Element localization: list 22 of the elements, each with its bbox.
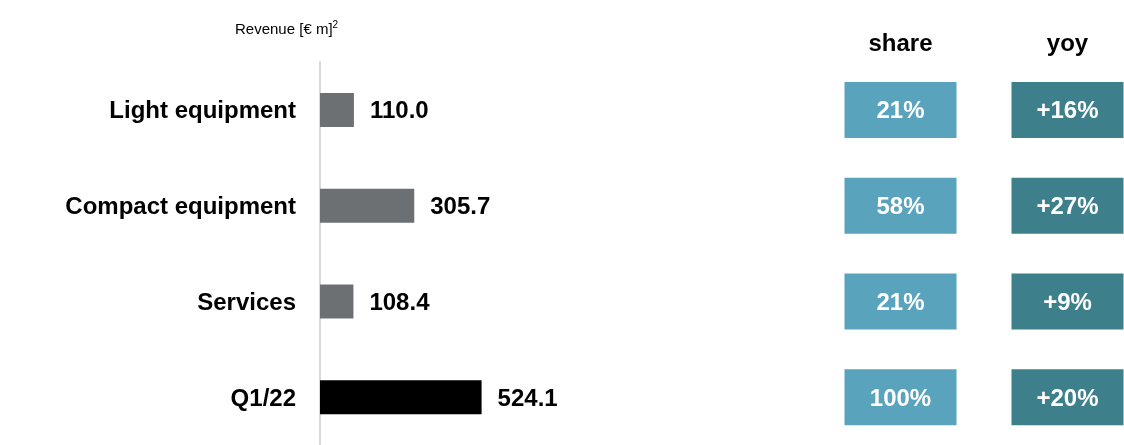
data-label: +9% <box>1043 287 1092 315</box>
x-tick-label: share <box>868 28 933 56</box>
bar <box>320 284 354 319</box>
data-label: +27% <box>1036 192 1099 220</box>
data-label: 21% <box>876 96 925 124</box>
data-label: 524.1 <box>497 383 558 411</box>
data-label: 108.4 <box>369 287 431 315</box>
data-label: +16% <box>1036 96 1099 124</box>
data-label: 58% <box>876 192 925 220</box>
y-tick-label: Compact equipment <box>65 192 296 220</box>
bar <box>320 92 354 127</box>
bar <box>320 188 415 223</box>
bar <box>320 380 482 415</box>
data-label: +20% <box>1036 383 1099 411</box>
data-label: 100% <box>869 383 932 411</box>
data-label: 305.7 <box>430 192 491 220</box>
y-tick-label: Q1/22 <box>230 383 296 411</box>
data-label: 21% <box>876 287 925 315</box>
y-tick-label: Light equipment <box>109 96 296 124</box>
x-tick-label: yoy <box>1046 28 1089 56</box>
y-tick-label: Services <box>197 287 296 315</box>
data-label: 110.0 <box>369 96 429 124</box>
